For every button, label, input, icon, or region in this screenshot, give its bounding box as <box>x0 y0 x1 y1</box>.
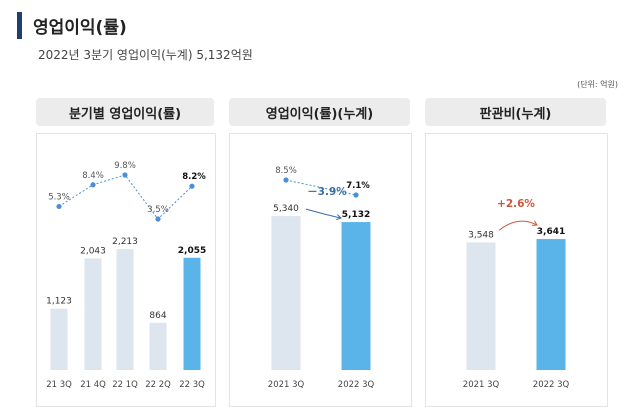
x-tick-label: 21 4Q <box>80 380 106 390</box>
chart-sga: 3,548 2021 3Q 3,641 2022 3Q +2.6% <box>463 198 570 390</box>
x-tick-label: 2022 3Q <box>338 380 375 390</box>
chart-quarterly: 1,123 21 3Q 2,043 21 4Q 2,213 22 1Q 864 22 2Q 2,… <box>46 161 206 390</box>
x-tick-label: 2022 3Q <box>533 380 570 390</box>
margin-label: 7.1% <box>346 181 370 191</box>
panel-cumulative-profit: 5,340 2021 3Q 5,132 2022 3Q 8.5% 7.1% －3.9% <box>229 133 412 407</box>
margin-point <box>90 182 96 188</box>
margin-label: 9.8% <box>114 161 136 171</box>
bar-value-label: 3,641 <box>537 227 565 237</box>
panel-sga: 3,548 2021 3Q 3,641 2022 3Q +2.6% <box>425 133 608 407</box>
panel-header-sga: 판관비(누계) <box>425 98 606 126</box>
margin-point <box>122 172 128 178</box>
x-tick-label: 21 3Q <box>46 380 72 390</box>
change-label: +2.6% <box>497 198 535 210</box>
bar-value-label: 2,055 <box>178 246 206 256</box>
bar-value-label: 2,043 <box>80 246 106 256</box>
panel-header-cumulative-profit: 영업이익(률)(누계) <box>229 98 410 126</box>
margin-label: 3.5% <box>147 205 169 215</box>
bar-2021-3Q <box>271 216 301 370</box>
margin-point <box>189 183 195 189</box>
margin-label: 8.5% <box>275 166 297 176</box>
panel-header-quarterly: 분기별 영업이익(률) <box>36 98 214 126</box>
unit-label: (단위: 억원) <box>577 80 618 89</box>
bar-21-4Q <box>84 258 102 370</box>
margin-point <box>283 177 289 183</box>
margin-label: 8.4% <box>82 171 104 181</box>
change-arrow <box>305 208 342 219</box>
bar-2021-3Q <box>466 242 496 370</box>
margin-point <box>56 203 62 210</box>
x-tick-label: 22 1Q <box>112 380 138 390</box>
bar-value-label: 864 <box>149 311 166 321</box>
margin-label: 5.3% <box>48 192 70 202</box>
x-tick-label: 2021 3Q <box>268 380 305 390</box>
bar-22-1Q <box>116 249 134 370</box>
margin-label: 8.2% <box>182 172 206 182</box>
change-arrow <box>498 220 538 231</box>
chart-cumulative-profit: 5,340 2021 3Q 5,132 2022 3Q 8.5% 7.1%－3.9% <box>268 166 375 390</box>
bar-value-label: 5,132 <box>342 210 370 220</box>
bar-22-3Q <box>183 257 201 370</box>
bar-2022-3Q <box>536 239 566 370</box>
margin-point <box>353 192 359 198</box>
change-label: －3.9% <box>307 186 347 198</box>
panel-quarterly: 1,123 21 3Q 2,043 21 4Q 2,213 22 1Q 864 22 2Q 2,… <box>36 133 216 407</box>
bar-22-2Q <box>149 322 167 370</box>
x-tick-label: 2021 3Q <box>463 380 500 390</box>
bar-value-label: 3,548 <box>468 230 494 240</box>
bar-value-label: 2,213 <box>112 237 138 247</box>
change-arrow-head <box>336 214 342 221</box>
change-arrow-head <box>531 220 538 226</box>
page-subtitle: 2022년 3분기 영업이익(누계) 5,132억원 <box>38 48 253 62</box>
bar-value-label: 5,340 <box>273 204 299 214</box>
bar-21-3Q <box>50 308 68 370</box>
bar-2022-3Q <box>341 222 371 370</box>
title-accent-bar <box>17 12 22 39</box>
x-tick-label: 22 2Q <box>145 380 171 390</box>
margin-point <box>155 216 161 222</box>
x-tick-label: 22 3Q <box>179 380 205 390</box>
margin-line <box>58 174 193 220</box>
bar-value-label: 1,123 <box>46 297 72 307</box>
page-title: 영업이익(률) <box>33 18 127 38</box>
